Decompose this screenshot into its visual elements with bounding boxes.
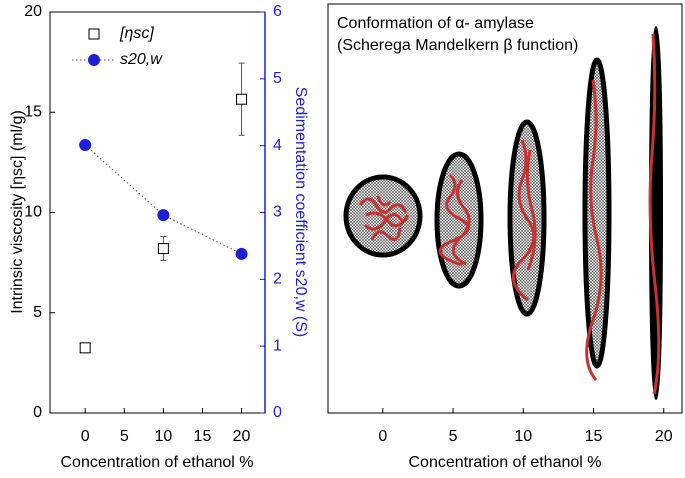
legend-marker <box>88 54 100 66</box>
legend-marker <box>88 28 100 40</box>
conformations <box>343 26 663 400</box>
point <box>157 243 169 255</box>
y-tick-label: 0 <box>33 404 42 421</box>
x-tick-label: 10 <box>514 428 532 445</box>
x-tick-label: 10 <box>154 428 172 445</box>
x-tick-label: 15 <box>585 428 603 445</box>
x-tick-label: 0 <box>81 428 90 445</box>
y2-tick-label: 4 <box>273 137 282 154</box>
y2-tick-label: 5 <box>273 70 282 87</box>
y2-axis-label: Sedimentation coefficient s20,w (S) <box>292 87 309 338</box>
x-axis-label: Concentration of ethanol % <box>408 454 601 471</box>
y2-tick-label: 3 <box>273 204 282 221</box>
x-tick-label: 20 <box>233 428 251 445</box>
point <box>79 138 92 151</box>
x-axis-label: Concentration of ethanol % <box>60 454 253 471</box>
legend-label: s20,w <box>120 51 163 68</box>
legend-label: [ηsc] <box>119 25 154 42</box>
y-axis-label: Intrinsic viscosity [ηsc] (ml/g) <box>9 110 26 314</box>
panel-subtitle: (Scherega Mandelkern β function) <box>337 37 578 54</box>
x-tick-label: 20 <box>655 428 673 445</box>
point <box>79 342 91 354</box>
y2-tick-label: 0 <box>273 404 282 421</box>
y-tick-label: 15 <box>24 103 42 120</box>
x-tick-label: 5 <box>120 428 129 445</box>
y2-tick-label: 1 <box>273 337 282 354</box>
y-tick-label: 20 <box>24 3 42 20</box>
point <box>236 93 248 105</box>
y2-tick-label: 6 <box>273 3 282 20</box>
x-tick-label: 0 <box>378 428 387 445</box>
point <box>235 247 248 260</box>
y-tick-label: 5 <box>33 304 42 321</box>
right-frame <box>327 3 683 414</box>
y2-tick-label: 2 <box>273 271 282 288</box>
y-tick-label: 10 <box>24 204 42 221</box>
x-tick-label: 15 <box>194 428 212 445</box>
x-tick-label: 5 <box>449 428 458 445</box>
panel-title: Conformation of α- amylase <box>337 15 534 32</box>
point <box>157 209 170 222</box>
